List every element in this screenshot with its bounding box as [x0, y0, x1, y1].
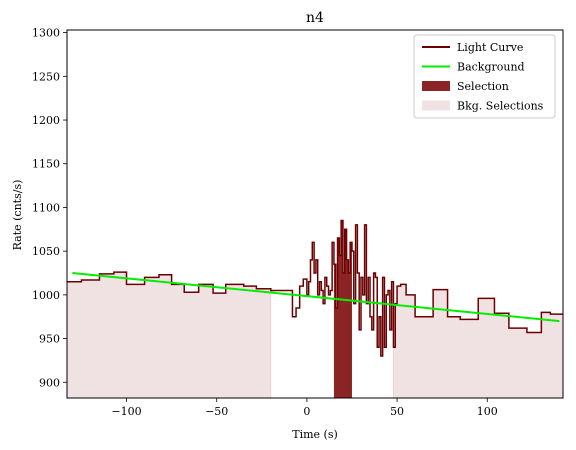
y-tick-label: 1100	[32, 201, 60, 214]
x-tick-label: −100	[111, 405, 141, 418]
plot-area	[66, 219, 564, 399]
y-axis-title: Rate (cnts/s)	[11, 180, 24, 251]
x-axis-title: Time (s)	[292, 428, 338, 441]
legend-swatch-patch	[422, 81, 450, 91]
legend-swatch-patch	[422, 100, 450, 111]
legend-label: Light Curve	[457, 41, 523, 54]
y-axis-ticks: 900 950 1000 1050 1100 1150 1200 1250 1300	[32, 27, 67, 389]
legend-box	[413, 34, 556, 119]
y-tick-label: 950	[39, 333, 60, 346]
x-tick-label: −50	[205, 405, 228, 418]
y-tick-label: 1300	[32, 27, 60, 40]
x-tick-label: 100	[477, 405, 498, 418]
light-curve-series	[67, 219, 563, 357]
x-axis-ticks: −100 −50 0 50 100	[111, 398, 498, 418]
legend-label: Bkg. Selections	[457, 100, 544, 113]
y-tick-label: 1200	[32, 114, 60, 127]
selection-region	[333, 220, 352, 398]
y-tick-label: 1000	[32, 289, 60, 302]
background-series	[72, 272, 560, 323]
plot-frame	[66, 29, 564, 399]
legend-label: Selection	[457, 80, 509, 93]
legend-label: Background	[457, 61, 525, 74]
y-tick-label: 1150	[32, 158, 60, 171]
legend: Light Curve Background Selection Bkg. Selec…	[413, 34, 556, 119]
y-tick-label: 1250	[32, 70, 60, 83]
x-tick-label: 0	[303, 405, 310, 418]
bkg-selection-region-0	[66, 271, 272, 399]
x-tick-label: 50	[390, 405, 404, 418]
y-tick-label: 1050	[32, 245, 60, 258]
chart-title: n4	[306, 10, 324, 26]
y-tick-label: 900	[39, 376, 60, 389]
